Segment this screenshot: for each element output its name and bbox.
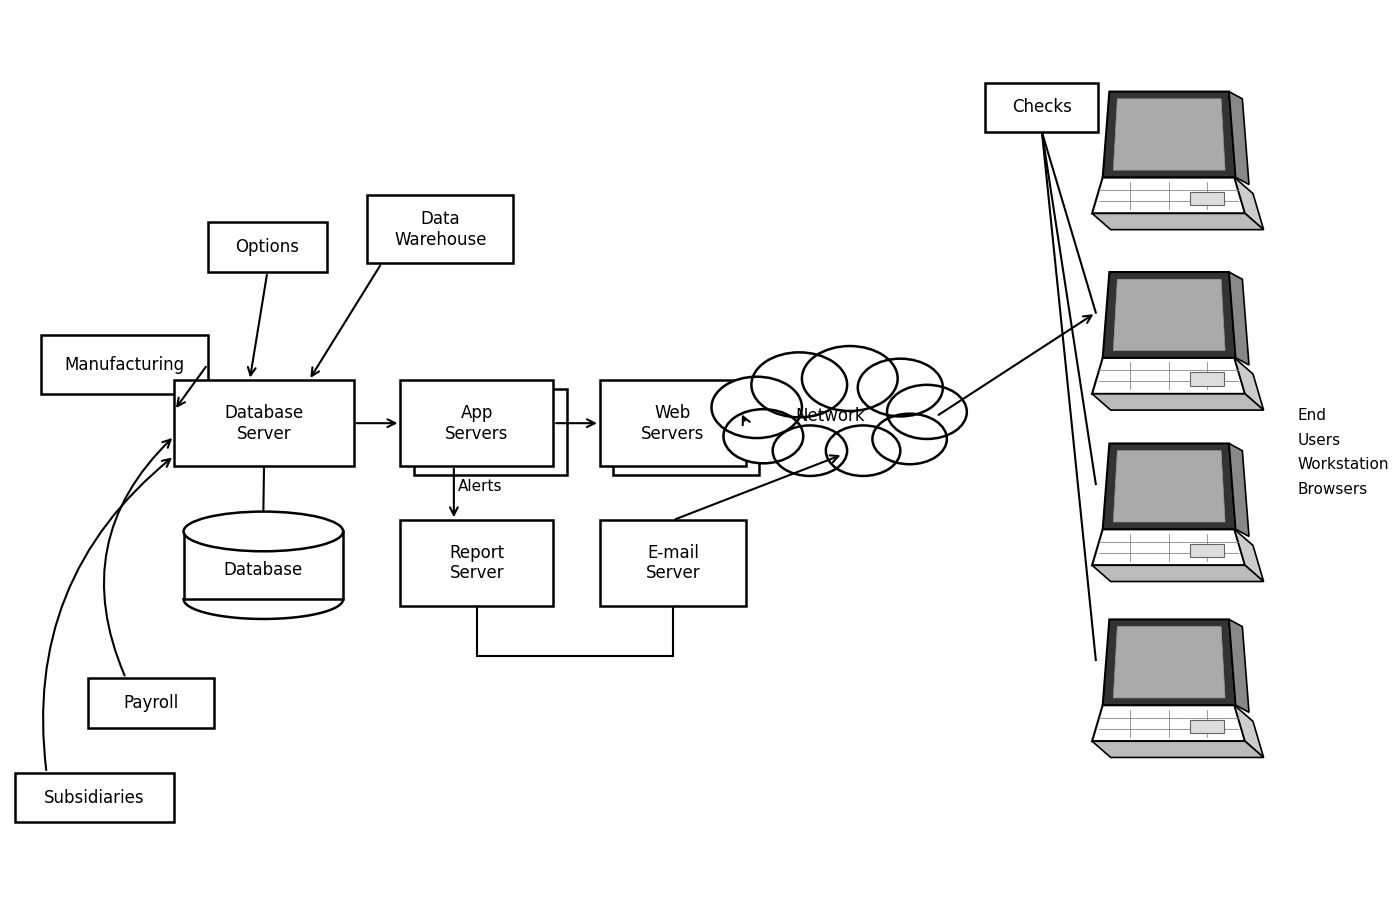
Text: Checks: Checks: [1011, 99, 1071, 117]
Ellipse shape: [183, 511, 344, 551]
Bar: [15, 773, 175, 823]
Polygon shape: [1235, 357, 1264, 410]
Text: End
Users
Workstation
Browsers: End Users Workstation Browsers: [1298, 408, 1390, 497]
Polygon shape: [1092, 177, 1245, 214]
Bar: [208, 223, 327, 272]
Bar: [1190, 192, 1224, 205]
Circle shape: [858, 358, 943, 416]
Bar: [599, 380, 746, 466]
Bar: [1190, 372, 1224, 386]
Polygon shape: [1235, 529, 1264, 582]
Bar: [42, 335, 208, 394]
Text: Web
Servers: Web Servers: [641, 404, 704, 443]
Bar: [414, 389, 567, 475]
Polygon shape: [1092, 214, 1264, 230]
Bar: [1190, 719, 1224, 733]
Text: Data
Warehouse: Data Warehouse: [394, 210, 486, 249]
Polygon shape: [1113, 280, 1225, 350]
Bar: [367, 195, 513, 263]
Text: Payroll: Payroll: [123, 694, 179, 712]
Circle shape: [752, 352, 847, 417]
Polygon shape: [1229, 272, 1249, 365]
Text: Manufacturing: Manufacturing: [64, 356, 184, 374]
Circle shape: [826, 425, 900, 476]
Text: Subsidiaries: Subsidiaries: [45, 788, 145, 806]
Bar: [88, 678, 214, 728]
Bar: [401, 520, 553, 605]
Polygon shape: [1235, 177, 1264, 230]
Text: Report
Server: Report Server: [450, 544, 504, 583]
Polygon shape: [1102, 272, 1236, 357]
Circle shape: [872, 414, 947, 464]
Polygon shape: [1113, 99, 1225, 170]
Text: Network: Network: [795, 407, 865, 425]
Bar: [599, 520, 746, 605]
Polygon shape: [1102, 91, 1236, 177]
Bar: [175, 380, 353, 466]
Polygon shape: [1102, 443, 1236, 529]
Circle shape: [802, 346, 898, 411]
Circle shape: [887, 385, 967, 439]
Bar: [1190, 544, 1224, 557]
Text: App
Servers: App Servers: [446, 404, 509, 443]
Polygon shape: [1229, 91, 1249, 185]
Polygon shape: [1092, 357, 1245, 394]
Polygon shape: [1113, 451, 1225, 522]
Polygon shape: [1092, 529, 1245, 566]
FancyArrowPatch shape: [103, 440, 170, 675]
Polygon shape: [1102, 619, 1236, 705]
Text: Database
Server: Database Server: [225, 404, 303, 443]
Text: E-mail
Server: E-mail Server: [645, 544, 700, 583]
Circle shape: [711, 376, 802, 438]
Polygon shape: [1092, 394, 1264, 410]
Text: Database: Database: [224, 561, 303, 579]
FancyArrowPatch shape: [43, 459, 170, 770]
Polygon shape: [1092, 741, 1264, 757]
Bar: [985, 82, 1098, 132]
Bar: [613, 389, 760, 475]
Polygon shape: [1092, 566, 1264, 582]
Bar: [183, 531, 344, 599]
Polygon shape: [1113, 626, 1225, 698]
Polygon shape: [1229, 443, 1249, 537]
Text: Options: Options: [235, 238, 299, 256]
Circle shape: [773, 425, 847, 476]
Polygon shape: [1229, 619, 1249, 712]
Circle shape: [724, 409, 803, 463]
Bar: [401, 380, 553, 466]
Polygon shape: [1235, 705, 1264, 757]
Text: Alerts: Alerts: [458, 480, 503, 494]
Polygon shape: [1092, 705, 1245, 741]
